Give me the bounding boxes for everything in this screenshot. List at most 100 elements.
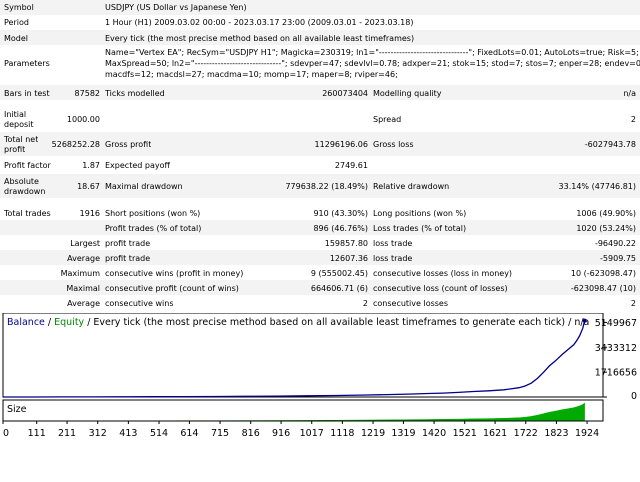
expectedpayoff-value: 2749.61 — [334, 161, 368, 170]
short-label: Short positions (won %) — [105, 209, 201, 218]
grossloss-value: -6027943.78 — [584, 140, 636, 149]
spread-value: 2 — [630, 115, 636, 124]
x-tick-label: 312 — [89, 428, 107, 439]
x-tick-label: 715 — [211, 428, 229, 439]
parameters-line-1: Name="Vertex EA"; RecSym="USDJPY H1"; Ma… — [105, 48, 639, 57]
average-loss-label: loss trade — [373, 254, 413, 263]
x-tick-label: 413 — [119, 428, 137, 439]
row-stripe — [0, 0, 640, 15]
long-value: 1006 (49.90%) — [576, 209, 636, 218]
maxdrawdown-value: 779638.22 (18.49%) — [285, 182, 368, 191]
x-tick-label: 1521 — [453, 428, 477, 439]
size-label: Size — [7, 404, 27, 415]
balance-end-point — [582, 318, 587, 323]
x-tick-label: 816 — [242, 428, 260, 439]
netprofit-value: 5268252.28 — [51, 140, 100, 149]
x-tick-label: 1924 — [575, 428, 599, 439]
period-label: Period — [4, 18, 29, 27]
title-balance: Balance — [7, 317, 45, 328]
reldrawdown-value: 33.14% (47746.81) — [558, 182, 636, 191]
deposit-label-line2: deposit — [4, 120, 34, 129]
absdrawdown-value: 18.67 — [77, 182, 100, 191]
title-rest: / Every tick (the most precise method ba… — [84, 317, 589, 328]
absdrawdown-label-line1: Absolute — [4, 177, 39, 186]
maxcons-losses-label: consecutive losses (loss in money) — [373, 269, 513, 278]
parameters-label: Parameters — [4, 59, 50, 68]
grossprofit-label: Gross profit — [105, 140, 152, 149]
balance-chart: Balance / Equity / Every tick (the most … — [0, 312, 640, 480]
row-stripe — [0, 85, 640, 100]
row-stripe — [0, 280, 640, 295]
avgcons-wins-value: 2 — [362, 299, 368, 308]
losstrades-label: Loss trades (% of total) — [373, 224, 467, 233]
maximal-profit-label: consecutive profit (count of wins) — [105, 284, 239, 293]
model-label: Model — [4, 34, 29, 43]
absdrawdown-label-line2: drawdown — [4, 187, 46, 196]
parameters-line-2: MaxSpread=50; ln2="---------------------… — [105, 59, 640, 68]
symbol-label: Symbol — [4, 3, 34, 12]
spread-label: Spread — [373, 115, 402, 124]
x-tick-label: 0 — [3, 428, 9, 439]
x-tick-label: 1017 — [300, 428, 324, 439]
balance-line — [3, 320, 586, 398]
x-tick-label: 916 — [272, 428, 290, 439]
maxcons-losses-value: 10 (-623098.47) — [570, 269, 636, 278]
y-tick-label: 3433312 — [595, 343, 637, 354]
maximal-loss-label: consecutive loss (count of losses) — [373, 284, 508, 293]
balance-line-group — [3, 318, 587, 398]
profittrades-label: Profit trades (% of total) — [105, 224, 202, 233]
avgcons-prefix: Average — [67, 299, 100, 308]
row-stripe — [0, 220, 640, 235]
deposit-label-line1: Initial — [4, 110, 27, 119]
grossprofit-value: 11296196.06 — [314, 140, 368, 149]
largest-profit-value: 159857.80 — [324, 239, 368, 248]
y-tick-label: 5149967 — [595, 318, 637, 329]
losstrades-value: 1020 (53.24%) — [576, 224, 636, 233]
average-profit-label: profit trade — [105, 254, 151, 263]
parameters-line-3: macdfs=12; macdsl=27; macdma=10; momp=17… — [105, 70, 398, 79]
row-stripe — [0, 250, 640, 265]
x-tick-label: 1823 — [544, 428, 568, 439]
profittrades-value: 896 (46.76%) — [313, 224, 368, 233]
period-value: 1 Hour (H1) 2009.03.02 00:00 - 2023.03.1… — [105, 18, 414, 27]
report-table: Symbol USDJPY (US Dollar vs Japanese Yen… — [0, 0, 640, 308]
row-stripe — [0, 30, 640, 45]
x-tick-label: 514 — [150, 428, 168, 439]
largest-loss-value: -96490.22 — [594, 239, 636, 248]
bars-label: Bars in test — [4, 89, 50, 98]
title-equity: Equity — [54, 317, 84, 328]
maximal-loss-value: -623098.47 (10) — [570, 284, 636, 293]
avgcons-losses-value: 2 — [630, 299, 636, 308]
average-profit-value: 12607.36 — [329, 254, 368, 263]
symbol-value: USDJPY (US Dollar vs Japanese Yen) — [105, 3, 247, 12]
short-value: 910 (43.30%) — [313, 209, 368, 218]
x-tick-label: 1722 — [514, 428, 538, 439]
maxdrawdown-label: Maximal drawdown — [105, 182, 183, 191]
chart-svg: Balance / Equity / Every tick (the most … — [0, 312, 640, 480]
x-tick-label: 1219 — [361, 428, 385, 439]
maxcons-wins-value: 9 (555002.45) — [310, 269, 368, 278]
ticks-value: 260073404 — [322, 89, 368, 98]
y-tick-label: 1716656 — [595, 368, 637, 379]
avgcons-wins-label: consecutive wins — [105, 299, 174, 308]
x-tick-label: 1118 — [330, 428, 354, 439]
profitfactor-value: 1.87 — [82, 161, 100, 170]
totaltrades-value: 1916 — [79, 209, 100, 218]
chart-title: Balance / Equity / Every tick (the most … — [7, 317, 589, 328]
largest-prefix: Largest — [70, 239, 100, 248]
netprofit-label-line1: Total net — [4, 135, 39, 144]
grossloss-label: Gross loss — [373, 140, 414, 149]
ticks-label: Ticks modelled — [105, 89, 165, 98]
netprofit-label-line2: profit — [4, 145, 26, 154]
long-label: Long positions (won %) — [373, 209, 467, 218]
deposit-value: 1000.00 — [66, 115, 100, 124]
row-stripe — [0, 132, 640, 156]
model-value: Every tick (the most precise method base… — [105, 34, 415, 43]
x-tick-label: 1621 — [483, 428, 507, 439]
x-tick-label: 211 — [58, 428, 76, 439]
x-axis: 0 111 211 312 413 514 614 715 816 916 1017 1118 1219… — [2, 420, 603, 439]
maximal-prefix: Maximal — [66, 284, 100, 293]
maximal-profit-value: 664606.71 (6) — [310, 284, 368, 293]
expectedpayoff-label: Expected payoff — [105, 161, 170, 170]
y-axis: 5149967 3433312 1716656 0 — [595, 318, 637, 402]
